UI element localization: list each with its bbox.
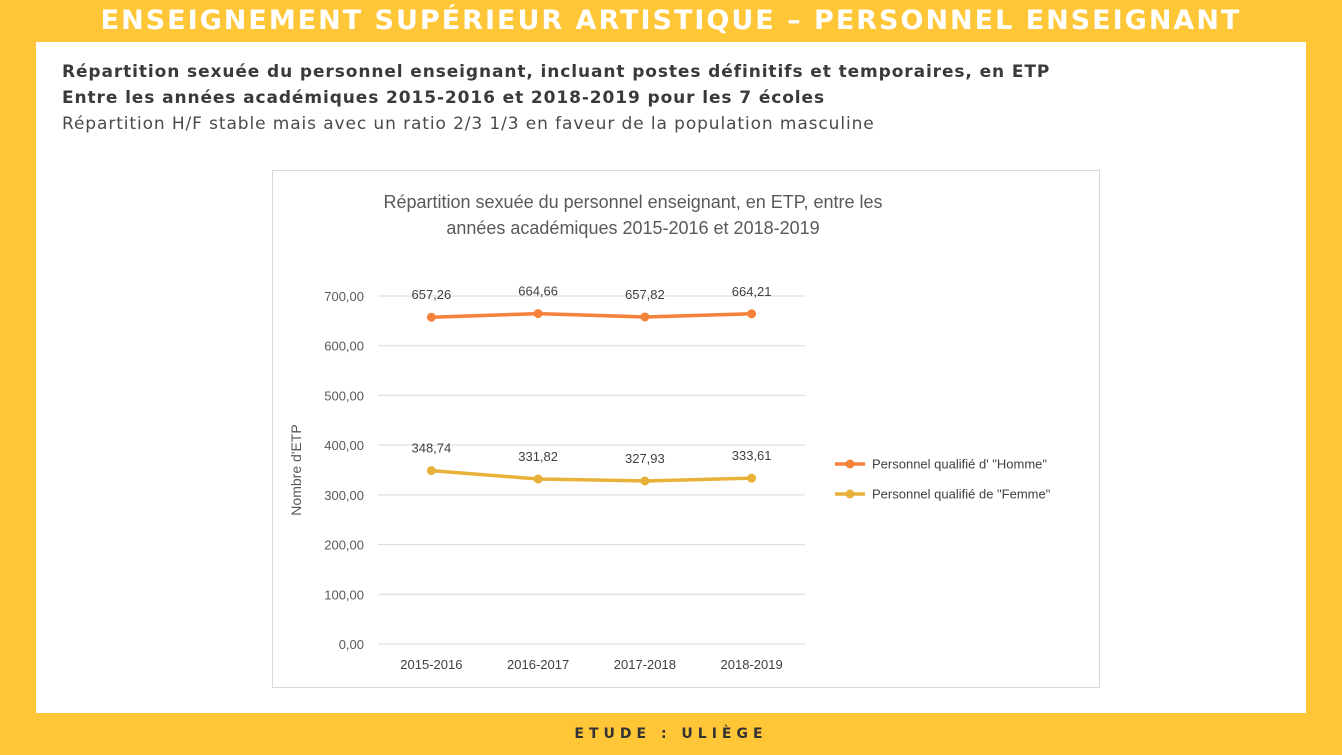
- data-label: 657,82: [625, 287, 665, 302]
- subtitle-line-1: Répartition sexuée du personnel enseigna…: [62, 62, 1051, 82]
- content-panel: Répartition sexuée du personnel enseigna…: [36, 42, 1306, 713]
- y-tick-label: 400,00: [324, 438, 364, 453]
- chart-title-line-1: Répartition sexuée du personnel enseigna…: [383, 192, 883, 212]
- data-point-homme: [533, 309, 543, 319]
- series-line-femme: [431, 468, 752, 483]
- y-tick-label: 700,00: [324, 289, 364, 304]
- subtitle-line-2: Entre les années académiques 2015-2016 e…: [62, 88, 825, 108]
- footer-credit: ETUDE : ULIÈGE: [574, 726, 768, 742]
- data-label: 333,61: [732, 448, 772, 463]
- legend-marker: [845, 489, 855, 499]
- chart-container: Répartition sexuée du personnel enseigna…: [272, 170, 1100, 688]
- data-label: 664,66: [518, 284, 558, 299]
- chart-title-line-2: années académiques 2015-2016 et 2018-201…: [446, 218, 820, 238]
- y-tick-label: 500,00: [324, 388, 364, 403]
- legend-entry: Personnel qualifié de "Femme": [872, 487, 1051, 502]
- legend-entry: Personnel qualifié d' "Homme": [872, 457, 1047, 472]
- data-label: 664,21: [732, 284, 772, 299]
- data-point-homme: [426, 312, 436, 322]
- y-tick-label: 200,00: [324, 538, 364, 553]
- series-line-homme: [431, 311, 752, 319]
- page-banner-title: ENSEIGNEMENT SUPÉRIEUR ARTISTIQUE – PERS…: [100, 5, 1242, 36]
- x-tick-label: 2016-2017: [507, 657, 569, 672]
- subtitle-line-3: Répartition H/F stable mais avec un rati…: [62, 114, 875, 134]
- data-point-homme: [747, 309, 757, 319]
- x-tick-label: 2017-2018: [614, 657, 676, 672]
- y-axis-title: Nombre d'ETP: [288, 424, 304, 515]
- data-label: 657,26: [411, 287, 451, 302]
- y-tick-label: 300,00: [324, 488, 364, 503]
- data-point-femme: [747, 473, 757, 483]
- data-point-femme: [533, 474, 543, 484]
- x-tick-label: 2018-2019: [721, 657, 783, 672]
- y-tick-label: 0,00: [339, 637, 364, 652]
- x-tick-label: 2015-2016: [400, 657, 462, 672]
- data-point-femme: [640, 476, 650, 486]
- data-label: 331,82: [518, 449, 558, 464]
- y-tick-label: 600,00: [324, 339, 364, 354]
- y-tick-label: 100,00: [324, 587, 364, 602]
- chart-title: Répartition sexuée du personnel enseigna…: [333, 189, 933, 241]
- legend-marker: [845, 459, 855, 469]
- data-point-femme: [426, 466, 436, 476]
- data-point-homme: [640, 312, 650, 322]
- data-label: 327,93: [625, 451, 665, 466]
- line-chart: 0,00 100,00 200,00 300,00 400,00 500,00 600,00…: [288, 284, 1051, 672]
- data-label: 348,74: [411, 441, 451, 456]
